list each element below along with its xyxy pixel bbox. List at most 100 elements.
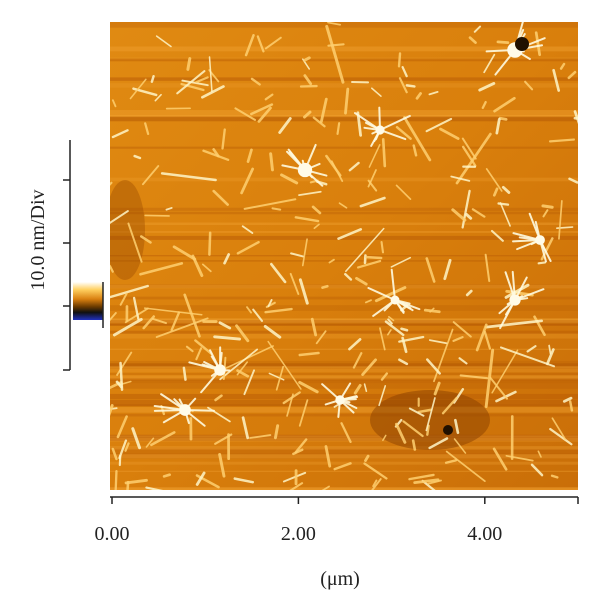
scan-streak <box>110 488 578 490</box>
scan-streak <box>110 454 578 459</box>
fibril <box>212 189 229 206</box>
fibril <box>542 209 549 218</box>
fibril <box>155 317 209 338</box>
fibril <box>271 207 282 211</box>
fibril <box>181 79 209 87</box>
fibril <box>344 272 353 281</box>
aggregate <box>375 125 385 135</box>
fibril <box>267 340 302 390</box>
fibril <box>218 452 226 478</box>
fibril <box>264 36 282 50</box>
fibril <box>398 358 409 366</box>
scan-streak <box>110 360 578 367</box>
fibril <box>505 454 534 462</box>
fibril <box>132 296 140 321</box>
scan-streak <box>110 330 578 334</box>
fibril <box>374 286 407 303</box>
scan-streak <box>110 437 578 441</box>
fibril <box>475 323 488 352</box>
fibril <box>454 418 460 435</box>
fibril <box>428 437 449 450</box>
fibril <box>468 36 477 44</box>
fibril <box>501 185 511 194</box>
fibril <box>411 439 417 451</box>
fibril <box>545 348 555 366</box>
scan-streak <box>110 323 578 326</box>
fibril <box>195 471 206 486</box>
fibril <box>160 172 217 182</box>
fibril <box>452 321 472 338</box>
fibril <box>390 256 412 268</box>
fibril <box>388 316 395 322</box>
fibril <box>275 365 285 391</box>
fibril <box>352 352 363 369</box>
fibril <box>530 463 544 477</box>
fibril <box>524 80 534 91</box>
fibril <box>451 208 467 222</box>
fibril <box>387 329 392 336</box>
fibril <box>491 349 519 394</box>
fibril <box>492 187 499 197</box>
fibril <box>195 76 209 84</box>
scan-streak <box>110 231 578 233</box>
fibril <box>483 53 496 74</box>
fibril <box>398 335 425 343</box>
fibril <box>214 433 233 445</box>
scan-streak <box>110 260 578 262</box>
fibril <box>150 74 155 83</box>
fibril <box>278 117 292 134</box>
fibril <box>110 265 114 273</box>
fibril <box>124 442 130 452</box>
fibril <box>364 454 370 462</box>
fibril <box>465 213 473 220</box>
x-tick-label: 0.00 <box>95 523 130 545</box>
fibril <box>337 228 363 240</box>
fibril <box>378 385 387 407</box>
fibril <box>221 128 226 150</box>
dark-spot <box>443 425 453 435</box>
fibril <box>458 357 468 365</box>
fibril <box>395 422 407 444</box>
fibril <box>233 477 255 484</box>
fibril <box>500 346 556 368</box>
fibril <box>537 450 542 458</box>
fibril <box>452 336 464 343</box>
fibril <box>303 56 311 62</box>
fibril <box>327 22 341 26</box>
fibril <box>439 127 460 140</box>
scan-streak <box>110 46 578 52</box>
fibril <box>397 52 402 68</box>
fibril <box>116 351 133 376</box>
fibril <box>348 338 362 351</box>
fibril <box>427 479 442 485</box>
fibril <box>336 122 341 135</box>
fibril <box>218 321 232 330</box>
fibril <box>155 35 172 48</box>
fibril <box>145 437 155 448</box>
fibril-cluster <box>390 268 396 301</box>
fibril <box>568 177 578 184</box>
fibril <box>298 278 309 305</box>
afm-image <box>110 22 578 490</box>
fibril <box>395 126 412 140</box>
aggregate <box>297 162 313 178</box>
aggregate <box>509 294 521 306</box>
fibril <box>461 137 477 160</box>
fibril <box>461 189 471 229</box>
scan-streak <box>110 393 578 400</box>
fibril <box>165 207 173 211</box>
fibril <box>263 324 282 339</box>
fibril <box>325 24 345 84</box>
fibril <box>145 486 164 490</box>
fibril <box>433 328 454 383</box>
fibril <box>398 77 408 94</box>
fibril <box>363 462 388 480</box>
fibril <box>415 92 422 100</box>
fibril <box>408 473 435 481</box>
fibril <box>110 181 113 186</box>
scan-streak <box>110 177 578 182</box>
fibril <box>363 383 368 393</box>
dark-region <box>110 180 145 280</box>
scan-streak <box>110 255 578 257</box>
